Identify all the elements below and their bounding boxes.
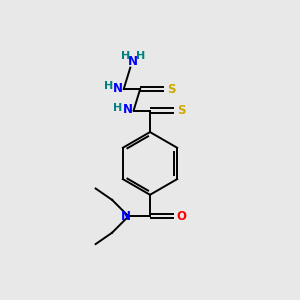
Text: N: N xyxy=(121,210,130,223)
Text: O: O xyxy=(176,210,186,223)
Text: S: S xyxy=(167,82,176,96)
Text: S: S xyxy=(177,104,186,117)
Text: H: H xyxy=(103,81,113,91)
Text: N: N xyxy=(128,55,138,68)
Text: H: H xyxy=(136,51,146,61)
Text: H: H xyxy=(113,103,123,112)
Text: N: N xyxy=(113,82,123,95)
Text: N: N xyxy=(123,103,133,116)
Text: H: H xyxy=(121,51,130,61)
